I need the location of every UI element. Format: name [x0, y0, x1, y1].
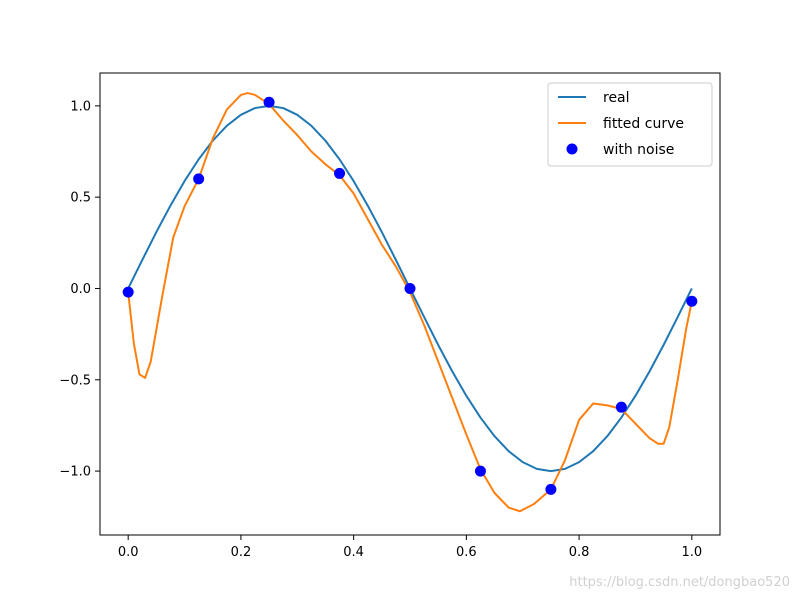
series-layer	[122, 92, 698, 513]
y-tick-label: −0.5	[59, 373, 91, 388]
data-point	[404, 282, 416, 294]
x-tick-label: 0.2	[231, 545, 252, 560]
x-tick-label: 0.4	[343, 545, 364, 560]
legend: real fitted curve with noise	[547, 82, 713, 167]
x-tick-label: 0.6	[456, 545, 477, 560]
x-tick-label: 0.8	[569, 545, 590, 560]
data-point	[334, 167, 346, 179]
y-tick-label: 0.0	[70, 282, 91, 297]
x-tick-label: 1.0	[681, 545, 702, 560]
legend-label: fitted curve	[603, 116, 684, 132]
data-point	[686, 295, 698, 307]
legend-box	[547, 82, 713, 167]
x-tick-label: 0.0	[118, 545, 139, 560]
x-axis: 0.0 0.2 0.4 0.6 0.8 1.0	[118, 535, 702, 560]
data-point	[545, 483, 557, 495]
y-tick-label: 0.5	[70, 191, 91, 206]
data-point	[615, 401, 627, 413]
y-axis: −1.0 −0.5 0.0 0.5 1.0	[59, 99, 100, 480]
data-point	[193, 173, 205, 185]
legend-label: with noise	[603, 142, 674, 158]
data-point	[474, 465, 486, 477]
y-tick-label: −1.0	[59, 465, 91, 480]
legend-label: real	[603, 90, 630, 106]
legend-swatch	[566, 143, 578, 155]
data-point	[122, 286, 134, 298]
y-tick-label: 1.0	[70, 99, 91, 114]
data-point	[263, 96, 275, 108]
watermark: https://blog.csdn.net/dongbao520	[569, 575, 790, 590]
